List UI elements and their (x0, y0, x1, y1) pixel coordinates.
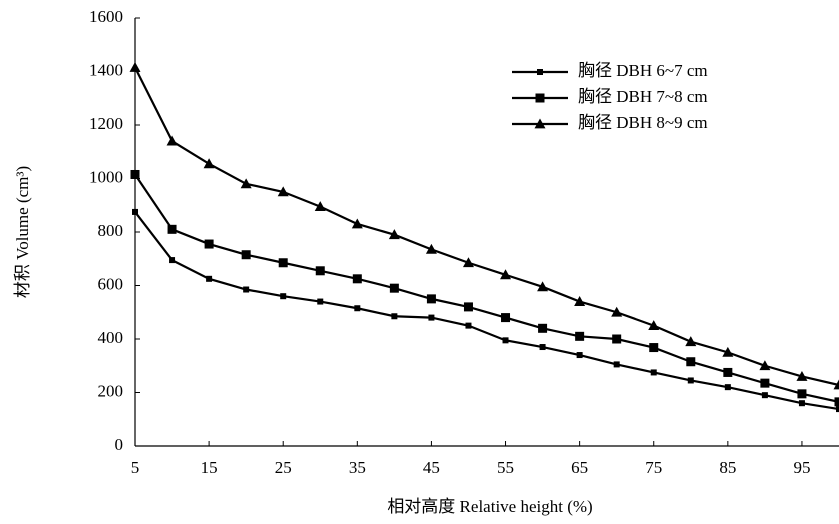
marker (760, 378, 770, 388)
marker (797, 389, 807, 399)
legend-label: 胸径 DBH 8~9 cm (578, 113, 708, 132)
marker (575, 331, 585, 341)
marker (502, 337, 509, 344)
marker (761, 392, 768, 399)
marker (611, 306, 623, 317)
legend-label: 胸径 DBH 7~8 cm (578, 87, 708, 106)
marker (650, 369, 657, 376)
y-axis-label: 材积 Volume (cm³) (13, 166, 32, 298)
marker (796, 370, 808, 381)
marker (425, 243, 437, 254)
marker (836, 406, 839, 413)
marker (834, 397, 839, 407)
marker (314, 201, 326, 211)
x-tick-label: 35 (349, 458, 366, 477)
y-tick-label: 200 (98, 381, 124, 400)
marker (648, 320, 660, 331)
x-tick-label: 95 (793, 458, 810, 477)
marker (315, 266, 325, 276)
x-tick-label: 25 (275, 458, 292, 477)
marker (129, 61, 141, 72)
y-tick-label: 1400 (89, 60, 123, 79)
series-line (134, 66, 839, 387)
x-tick-label: 5 (131, 458, 140, 477)
marker (391, 313, 398, 320)
legend-label: 胸径 DBH 6~7 cm (578, 61, 708, 80)
y-tick-label: 1200 (89, 114, 123, 133)
marker (351, 218, 363, 229)
x-tick-label: 55 (497, 458, 514, 477)
marker (389, 283, 399, 293)
marker (833, 379, 839, 390)
marker (132, 208, 138, 215)
marker (539, 344, 546, 351)
marker (169, 257, 176, 264)
marker (206, 275, 213, 282)
marker (278, 258, 288, 268)
marker (686, 357, 696, 367)
y-tick-label: 0 (115, 435, 124, 454)
series-line (134, 211, 839, 411)
marker (574, 296, 586, 306)
marker (649, 343, 659, 353)
legend-marker (537, 69, 543, 75)
marker (723, 367, 733, 377)
marker (280, 293, 287, 300)
marker (612, 334, 622, 344)
marker (537, 281, 549, 292)
marker (204, 239, 214, 249)
x-axis-label: 相对高度 Relative height (%) (387, 497, 592, 516)
marker (428, 314, 435, 321)
x-tick-label: 65 (571, 458, 588, 477)
marker (130, 169, 140, 179)
marker (203, 158, 215, 169)
marker (277, 186, 289, 197)
marker (166, 135, 178, 146)
y-tick-label: 400 (98, 328, 124, 347)
y-tick-label: 1000 (89, 167, 123, 186)
marker (463, 302, 473, 312)
y-tick-label: 800 (98, 221, 124, 240)
y-tick-label: 1600 (89, 7, 123, 26)
marker (685, 336, 697, 347)
marker (354, 305, 361, 312)
marker (167, 224, 177, 234)
marker (465, 322, 472, 329)
x-tick-label: 75 (645, 458, 662, 477)
marker (352, 274, 362, 284)
marker (243, 286, 250, 293)
marker (462, 257, 474, 268)
legend-marker (534, 118, 546, 129)
marker (759, 360, 771, 371)
marker (241, 250, 251, 260)
x-tick-label: 45 (423, 458, 440, 477)
marker (240, 178, 252, 189)
marker (426, 294, 436, 304)
marker (722, 346, 734, 357)
marker (500, 269, 512, 280)
marker (724, 384, 731, 391)
marker (317, 298, 324, 305)
marker (687, 377, 694, 384)
marker (501, 313, 511, 323)
marker (576, 352, 583, 359)
x-tick-label: 15 (201, 458, 218, 477)
legend-marker (535, 93, 545, 103)
series-line (134, 173, 839, 403)
marker (388, 229, 400, 240)
marker (798, 400, 805, 407)
x-tick-label: 85 (719, 458, 736, 477)
marker (613, 361, 620, 368)
y-tick-label: 600 (98, 274, 124, 293)
marker (538, 323, 548, 333)
